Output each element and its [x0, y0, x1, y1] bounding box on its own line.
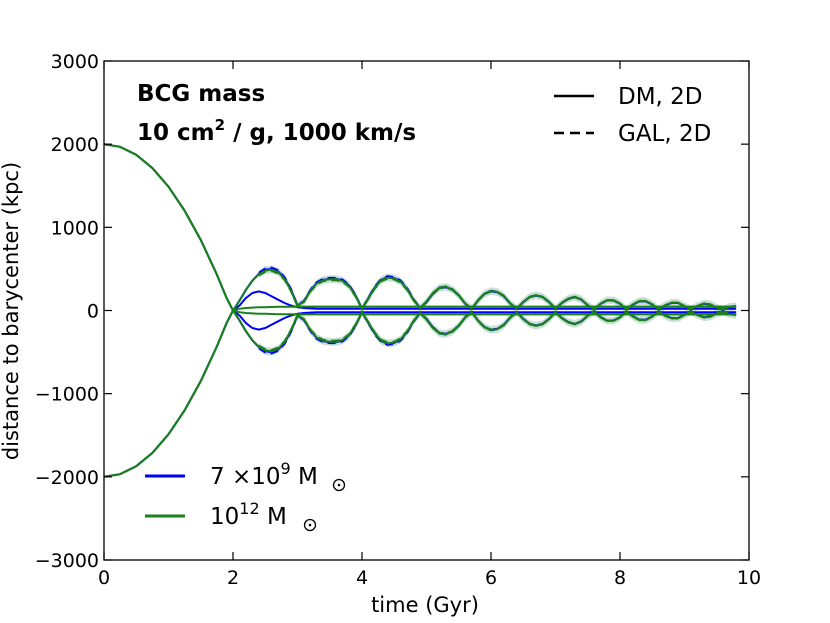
- bcg-line-lower-blue: [104, 308, 737, 478]
- annotation-line2-suffix: / g, 1000 km/s: [225, 120, 416, 146]
- y-tick-label: −2000: [35, 467, 99, 489]
- x-tick-label: 0: [98, 567, 110, 589]
- bcg-line-lower-green: [104, 309, 737, 478]
- series-group: [104, 143, 737, 478]
- legend-green-main: 10: [210, 504, 239, 530]
- legend-blue-main: 7 ×10: [210, 464, 280, 490]
- y-tick-label: 1000: [51, 217, 99, 239]
- x-tick-label: 4: [356, 567, 368, 589]
- annotation-line1: BCG mass: [137, 81, 265, 107]
- bcg-line-upper-blue: [104, 143, 737, 313]
- legend-green-exp: 12: [239, 499, 259, 518]
- legend-green-label: 1012 M: [210, 499, 287, 530]
- y-axis-label: distance to barycenter (kpc): [0, 162, 23, 460]
- gal-line-upper-green: [258, 269, 737, 311]
- legend-blue-exp: 9: [280, 459, 290, 478]
- x-tick-label: 8: [614, 567, 626, 589]
- axes: 0 2 4 6 8 10 −3000 −2000 −1000 0 1000 2000 3000: [35, 51, 761, 589]
- bcg-line-upper-green: [104, 143, 737, 312]
- legend-gal-label: GAL, 2D: [618, 121, 711, 147]
- legend-blue-unit: M: [291, 464, 318, 490]
- annotation-line2: 10 cm2 / g, 1000 km/s: [137, 116, 416, 146]
- legend-green-unit: M: [260, 504, 287, 530]
- legend-blue-label: 7 ×109 M: [210, 459, 318, 490]
- annotation-line2-prefix: 10 cm: [137, 120, 215, 146]
- x-tick-label: 2: [227, 567, 239, 589]
- sun-symbol-blue: [332, 478, 346, 492]
- annotation-line2-sup: 2: [215, 116, 225, 134]
- y-tick-label: −3000: [35, 550, 99, 572]
- y-tick-label: 2000: [51, 134, 99, 156]
- y-tick-label: −1000: [35, 384, 99, 406]
- x-tick-label: 6: [485, 567, 497, 589]
- sun-symbol-green: [303, 518, 317, 532]
- y-tick-label: 3000: [51, 51, 99, 73]
- legend-dm-label: DM, 2D: [618, 84, 703, 110]
- gal-line-lower-green: [258, 310, 737, 352]
- x-axis-label: time (Gyr): [371, 593, 479, 617]
- x-tick-label: 10: [737, 567, 761, 589]
- plot-area: [104, 143, 737, 478]
- y-tick-label: 0: [87, 301, 99, 323]
